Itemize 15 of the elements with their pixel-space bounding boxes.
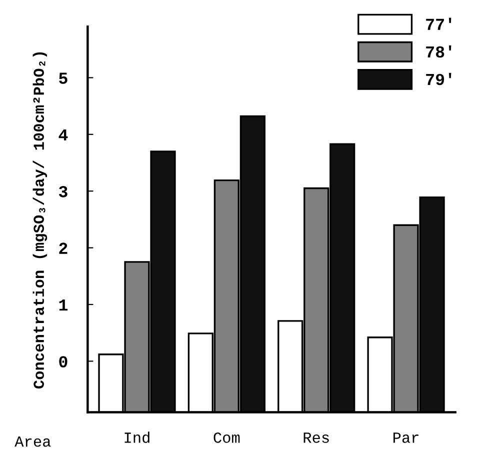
y-tick-label: 5	[59, 72, 68, 84]
y-tick-label: 2	[59, 242, 68, 254]
y-tick-label: 4	[58, 129, 68, 140]
x-tick-label: Com	[214, 432, 240, 443]
x-tick-label: Ind	[124, 432, 150, 443]
legend-label: 77'	[426, 18, 452, 30]
x-tick-label: Par	[393, 432, 418, 443]
y-tick-label: 1	[59, 300, 68, 311]
legend-label: 78'	[426, 45, 452, 58]
y-axis-title: Concentration (mgSO₃/day/ 100cm²PbO₂)	[32, 52, 48, 388]
x-tick-label: Res	[304, 432, 329, 443]
y-tick-label: 0	[59, 356, 68, 368]
legend-label: 79'	[426, 72, 452, 86]
y-tick-label: 3	[58, 186, 68, 198]
x-axis-title: Area	[14, 436, 51, 447]
